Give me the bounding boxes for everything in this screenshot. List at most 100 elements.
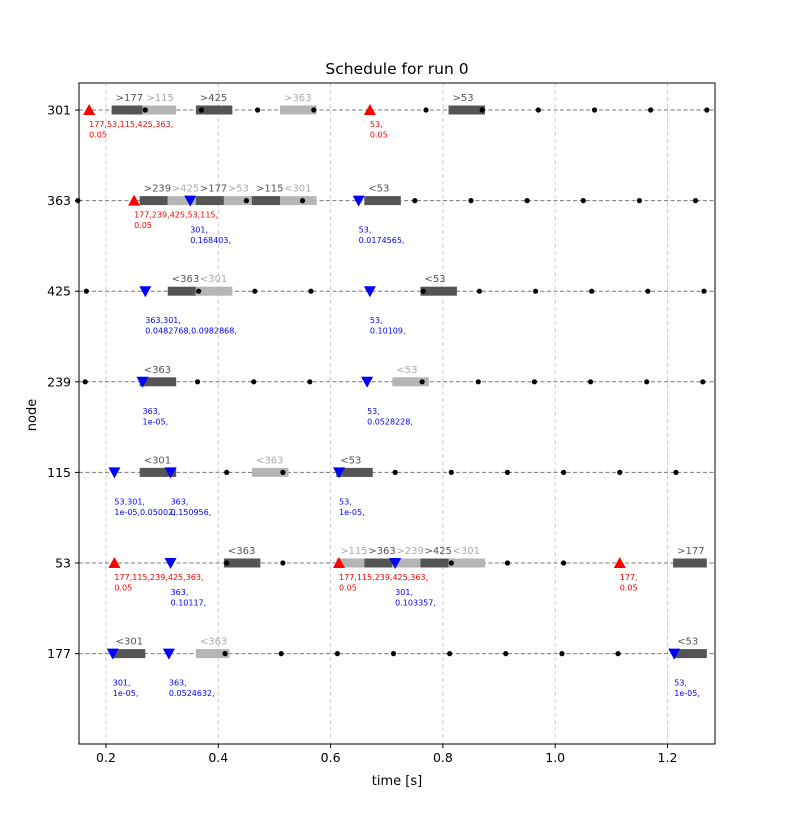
tick-dot <box>559 651 565 657</box>
event-annotation: 0.150956, <box>171 508 212 517</box>
y-tick-label: 363 <box>47 193 71 208</box>
event-annotation: 301, <box>190 226 208 235</box>
interval-label: >363 <box>284 93 311 104</box>
receive-marker <box>106 648 119 660</box>
event-annotation: 53, <box>370 120 383 129</box>
event-annotation: 53, <box>674 679 687 688</box>
tick-dot <box>615 651 621 657</box>
interval-bar <box>448 558 486 568</box>
send-marker <box>83 104 96 115</box>
receive-marker <box>333 467 346 479</box>
tick-dot <box>644 379 650 385</box>
interval-bar <box>195 286 233 296</box>
send-marker <box>613 557 626 568</box>
receive-marker <box>363 286 376 298</box>
event-annotation: 0.0174565, <box>359 236 405 245</box>
axes-frame <box>78 82 716 745</box>
interval-bar <box>420 286 457 296</box>
interval-label: <301 <box>453 546 480 557</box>
tick-dot <box>531 379 538 385</box>
tick-dot <box>252 288 258 294</box>
tick-dot <box>280 560 286 566</box>
interval-label: >115 <box>256 184 283 195</box>
event-annotation: 1e-05,0.05002, <box>114 508 175 517</box>
interval-bar <box>448 105 486 115</box>
interval-bar <box>392 558 421 568</box>
interval-bar <box>280 196 317 206</box>
interval-bar <box>392 377 429 387</box>
tick-dot <box>468 198 474 204</box>
interval-bar <box>139 377 177 387</box>
event-annotation: 0.10109, <box>370 327 406 336</box>
tick-dot <box>636 198 643 204</box>
tick-dot <box>587 379 594 385</box>
interval-label: <53 <box>396 365 417 376</box>
interval-bar <box>336 467 373 477</box>
interval-label: >239 <box>396 546 423 557</box>
y-tick-label: 53 <box>55 556 71 571</box>
event-annotation: 363, <box>171 497 189 506</box>
event-annotation: 1e-05, <box>142 417 168 426</box>
event-annotation: 0.05 <box>89 131 107 140</box>
interval-label: <53 <box>424 274 445 285</box>
tick-dot <box>645 288 651 294</box>
event-annotation: 53, <box>367 407 380 416</box>
receive-marker <box>361 376 374 388</box>
event-annotation: 177,53,115,425,363, <box>89 120 173 129</box>
x-tick-label: 1.2 <box>658 750 678 765</box>
tick-dot <box>278 651 284 657</box>
tick-dot <box>224 560 230 566</box>
tick-dot <box>447 651 453 657</box>
interval-label: <363 <box>200 637 227 648</box>
interval-bar <box>223 196 252 206</box>
event-annotation: 0.168403, <box>190 236 231 245</box>
event-annotation: 0.05 <box>370 131 388 140</box>
tick-dot <box>561 560 567 566</box>
interval-label: >177 <box>677 546 704 557</box>
tick-dot <box>196 288 202 294</box>
tick-dot <box>420 288 426 294</box>
interval-label: <301 <box>144 455 171 466</box>
tick-dot <box>532 288 539 294</box>
event-annotation: 0.0482768,0.0982868, <box>145 327 237 336</box>
x-tick-label: 0.8 <box>433 750 453 765</box>
event-annotation: 53, <box>370 316 383 325</box>
receive-marker <box>164 467 177 479</box>
interval-bar <box>223 558 261 568</box>
event-annotation: 1e-05, <box>674 689 700 698</box>
event-annotation: 0.0524632, <box>169 689 215 698</box>
event-annotation: 53, <box>339 497 352 506</box>
tick-dot <box>224 469 230 475</box>
event-annotation: 0.0528228, <box>367 417 413 426</box>
tick-dot <box>222 651 228 657</box>
tick-dot <box>423 107 429 113</box>
interval-label: >115 <box>340 546 367 557</box>
interval-bar <box>142 105 177 115</box>
interval-label: <53 <box>340 455 361 466</box>
interval-label: >425 <box>424 546 451 557</box>
tick-dot <box>392 469 398 475</box>
interval-label: <301 <box>116 637 143 648</box>
tick-dot <box>255 107 261 113</box>
interval-label: >177 <box>200 184 227 195</box>
interval-bar <box>111 649 146 659</box>
tick-dot <box>243 198 249 204</box>
tick-dot <box>412 198 418 204</box>
interval-label: >177 <box>116 93 143 104</box>
x-axis-label: time [s] <box>372 774 422 789</box>
event-annotation: 0.05 <box>339 584 357 593</box>
tick-dot <box>704 107 710 113</box>
send-marker <box>333 557 346 568</box>
tick-dot <box>194 379 201 385</box>
tick-dot <box>334 651 340 657</box>
tick-dot <box>648 107 654 113</box>
y-axis-label: node <box>25 399 40 431</box>
event-annotation: 0.05 <box>114 584 132 593</box>
tick-dot <box>448 560 454 566</box>
tick-dot <box>390 651 397 657</box>
receive-marker <box>108 467 121 479</box>
y-tick-label: 301 <box>47 103 71 118</box>
tick-dot <box>617 469 623 475</box>
interval-label: >53 <box>228 184 249 195</box>
receive-marker <box>352 195 365 207</box>
